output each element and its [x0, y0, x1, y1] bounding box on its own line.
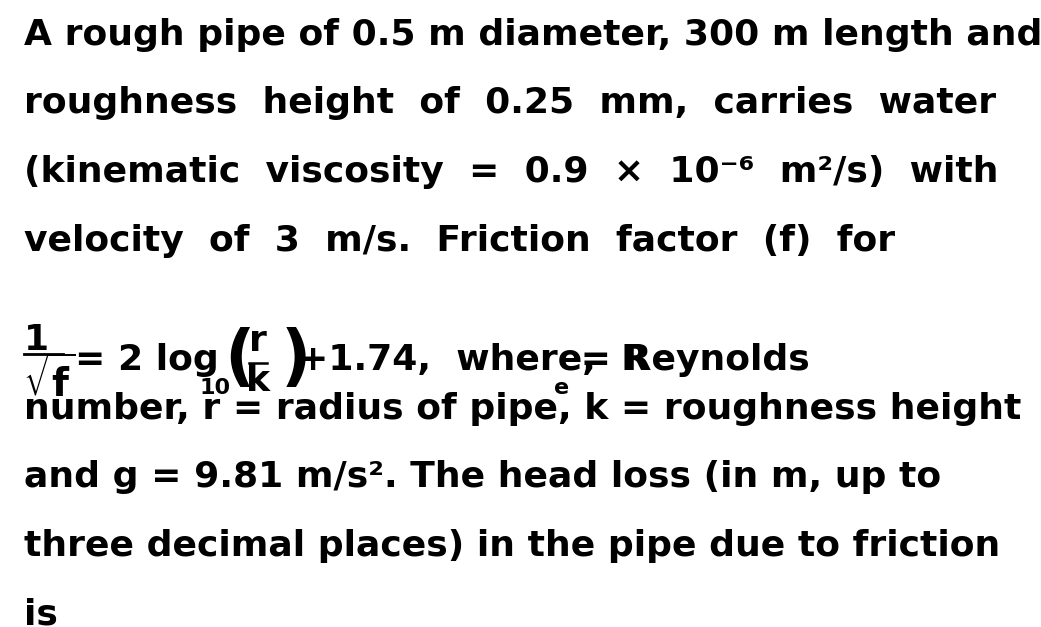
Text: r: r: [249, 324, 266, 358]
Text: 10: 10: [200, 378, 231, 398]
Text: ): ): [280, 327, 310, 393]
Text: e: e: [554, 378, 569, 398]
Text: and g = 9.81 m/s². The head loss (in m, up to: and g = 9.81 m/s². The head loss (in m, …: [24, 460, 941, 494]
Text: 1: 1: [24, 323, 49, 357]
Text: number, r = radius of pipe, k = roughness height: number, r = radius of pipe, k = roughnes…: [24, 392, 1021, 426]
Text: A rough pipe of 0.5 m diameter, 300 m length and: A rough pipe of 0.5 m diameter, 300 m le…: [24, 18, 1041, 52]
Text: (: (: [224, 327, 254, 393]
Text: k: k: [246, 364, 270, 399]
Text: +1.74,  where,  R: +1.74, where, R: [298, 344, 649, 377]
Text: $\mathbf{\sqrt{f}}$: $\mathbf{\sqrt{f}}$: [23, 356, 75, 404]
Text: = 2 log: = 2 log: [75, 344, 219, 377]
Text: = Reynolds: = Reynolds: [568, 344, 810, 377]
Text: (kinematic  viscosity  =  0.9  ×  10⁻⁶  m²/s)  with: (kinematic viscosity = 0.9 × 10⁻⁶ m²/s) …: [24, 155, 998, 189]
Text: velocity  of  3  m/s.  Friction  factor  (f)  for: velocity of 3 m/s. Friction factor (f) f…: [24, 224, 895, 258]
Text: is: is: [24, 598, 58, 627]
Text: roughness  height  of  0.25  mm,  carries  water: roughness height of 0.25 mm, carries wat…: [24, 87, 996, 120]
Text: three decimal places) in the pipe due to friction: three decimal places) in the pipe due to…: [24, 529, 1000, 563]
